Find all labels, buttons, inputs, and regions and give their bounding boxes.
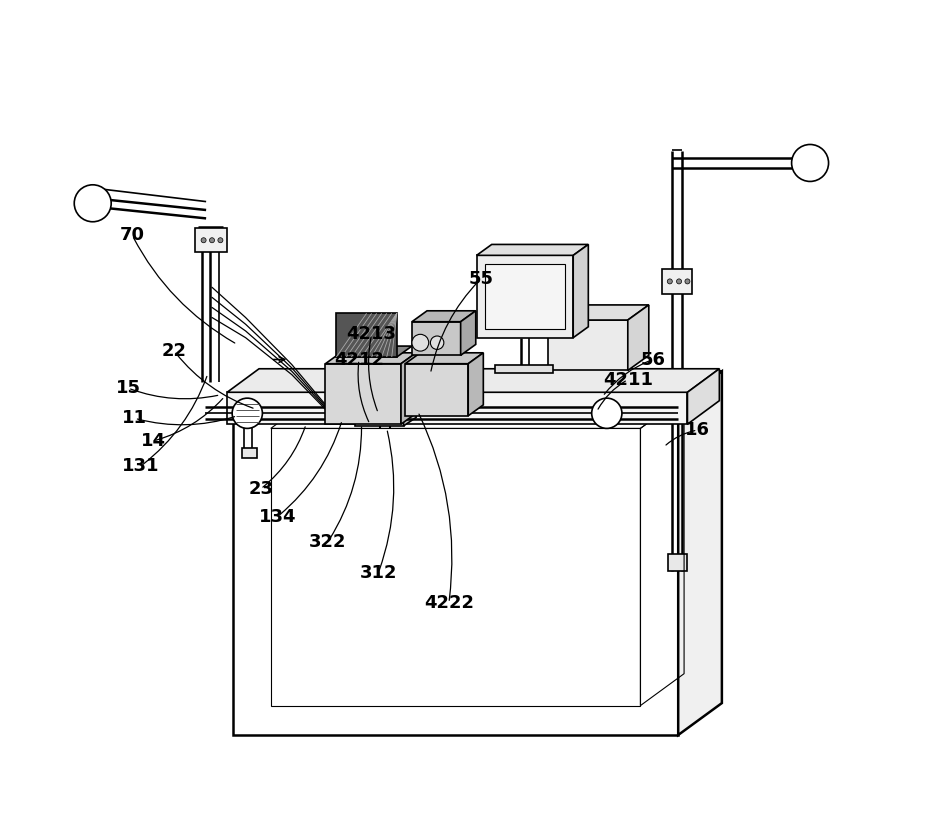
Text: 11: 11 [122, 409, 147, 428]
Polygon shape [405, 364, 468, 416]
Polygon shape [354, 394, 403, 426]
Text: 70: 70 [120, 226, 145, 244]
Text: 134: 134 [259, 507, 296, 526]
Polygon shape [227, 369, 718, 392]
Text: 15: 15 [115, 379, 140, 397]
Polygon shape [354, 386, 415, 394]
Polygon shape [400, 353, 415, 424]
Circle shape [218, 238, 222, 243]
Circle shape [667, 279, 671, 284]
Polygon shape [336, 313, 397, 357]
Text: 4213: 4213 [346, 325, 396, 344]
Circle shape [210, 238, 214, 243]
Text: 131: 131 [121, 457, 159, 475]
Polygon shape [336, 346, 412, 357]
Polygon shape [495, 365, 552, 373]
Circle shape [201, 238, 206, 243]
Circle shape [591, 398, 621, 428]
Polygon shape [403, 386, 415, 426]
Circle shape [74, 185, 111, 222]
Circle shape [430, 336, 443, 349]
Text: 14: 14 [141, 432, 166, 450]
Polygon shape [195, 228, 227, 252]
Polygon shape [412, 322, 460, 355]
Polygon shape [325, 364, 400, 424]
Polygon shape [485, 264, 565, 329]
Circle shape [232, 398, 262, 428]
Polygon shape [662, 269, 691, 294]
Polygon shape [405, 353, 483, 364]
Polygon shape [548, 320, 628, 370]
Polygon shape [227, 392, 687, 424]
Text: 56: 56 [640, 350, 665, 369]
Polygon shape [460, 311, 476, 355]
Polygon shape [678, 371, 721, 735]
Text: 312: 312 [359, 564, 397, 582]
Circle shape [791, 144, 828, 181]
Polygon shape [476, 255, 573, 338]
Polygon shape [573, 244, 588, 338]
Polygon shape [233, 403, 678, 735]
Polygon shape [628, 305, 648, 370]
Text: 4211: 4211 [603, 370, 652, 389]
Polygon shape [233, 371, 721, 403]
Text: 4212: 4212 [334, 350, 384, 369]
Polygon shape [325, 353, 415, 364]
Text: 16: 16 [684, 421, 709, 439]
Polygon shape [687, 369, 718, 424]
Circle shape [676, 279, 680, 284]
Text: 4222: 4222 [424, 594, 474, 612]
Circle shape [412, 334, 428, 351]
Text: 322: 322 [309, 533, 347, 551]
Polygon shape [476, 244, 588, 255]
Text: 23: 23 [248, 480, 273, 498]
Text: 55: 55 [468, 270, 493, 288]
Polygon shape [468, 353, 483, 416]
Polygon shape [242, 448, 257, 458]
Polygon shape [667, 554, 686, 571]
Polygon shape [548, 305, 648, 320]
Polygon shape [412, 311, 476, 322]
Circle shape [684, 279, 689, 284]
Text: 22: 22 [161, 342, 186, 360]
